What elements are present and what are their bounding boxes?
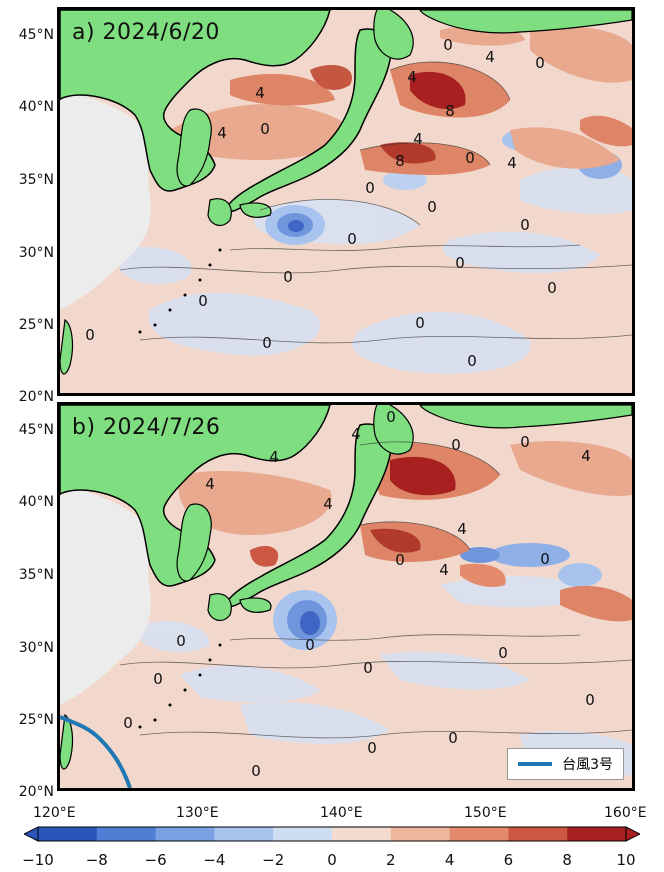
contour-label: 0 xyxy=(540,550,550,568)
contour-label: 0 xyxy=(443,36,453,54)
colorbar-extend-low xyxy=(24,826,39,842)
contour-label: 0 xyxy=(85,326,95,344)
contour-label: 0 xyxy=(465,149,475,167)
colorbar-tick-label: −10 xyxy=(22,851,54,869)
contour-label: 0 xyxy=(520,433,530,451)
contour-label: 0 xyxy=(365,179,375,197)
colorbar-segment xyxy=(449,827,509,841)
map-a-field: 4 4 4 4 4 4 8 8 0 0 0 0 0 0 0 0 0 0 0 0 … xyxy=(60,10,632,393)
legend-line-swatch xyxy=(518,762,553,766)
map-panel-b: 4 4 4 4 4 4 4 0 0 0 0 0 0 0 0 0 0 0 0 0 … xyxy=(57,402,635,791)
map-b-field: 4 4 4 4 4 4 4 0 0 0 0 0 0 0 0 0 0 0 0 0 … xyxy=(60,405,632,788)
ytick-b-40: 40°N xyxy=(18,494,54,510)
typhoon-legend: 台風3号 xyxy=(507,748,624,780)
colorbar-tick-label: 6 xyxy=(503,851,514,869)
colorbar-segment xyxy=(155,827,215,841)
contour-label: 0 xyxy=(347,230,357,248)
panel-b-title: b) 2024/7/26 xyxy=(72,415,221,440)
contour-label: 0 xyxy=(448,729,458,747)
xtick-160: 160°E xyxy=(604,805,647,821)
contour-label: 8 xyxy=(395,152,405,170)
map-panel-a: 4 4 4 4 4 4 8 8 0 0 0 0 0 0 0 0 0 0 0 0 … xyxy=(57,7,635,396)
colorbar-segment xyxy=(38,827,98,841)
contour-label: 0 xyxy=(260,120,270,138)
contour-label: 0 xyxy=(395,551,405,569)
contour-label: 0 xyxy=(386,408,396,426)
colorbar-tick-label: 0 xyxy=(327,851,337,869)
panel-a-title: a) 2024/6/20 xyxy=(72,20,220,45)
contour-label: 0 xyxy=(262,334,272,352)
ytick-b-35: 35°N xyxy=(18,567,54,583)
ytick-a-20: 20°N xyxy=(18,389,54,405)
contour-label: 4 xyxy=(581,447,591,465)
contour-label: 0 xyxy=(305,636,315,654)
contour-label: 0 xyxy=(251,762,261,780)
ytick-b-30: 30°N xyxy=(18,640,54,656)
ytick-b-20: 20°N xyxy=(18,784,54,800)
colorbar-tick-label: −2 xyxy=(262,851,285,869)
contour-label: 0 xyxy=(467,352,477,370)
colorbar-tick-label: 4 xyxy=(444,851,455,869)
contour-label: 0 xyxy=(153,670,163,688)
xtick-140: 140°E xyxy=(320,805,363,821)
colorbar-segment xyxy=(96,827,157,841)
contour-label: 0 xyxy=(520,216,530,234)
contour-label: 4 xyxy=(255,84,265,102)
contour-label: 0 xyxy=(198,292,208,310)
contour-label: 4 xyxy=(323,495,333,513)
contour-label: 0 xyxy=(535,54,545,72)
contour-label: 4 xyxy=(439,561,449,579)
contour-label: 4 xyxy=(413,130,423,148)
contour-label: 0 xyxy=(547,279,557,297)
contour-label: 4 xyxy=(485,48,495,66)
colorbar-tick-label: −6 xyxy=(144,851,167,869)
colorbar-tick-label: −8 xyxy=(85,851,108,869)
ytick-a-40: 40°N xyxy=(18,99,54,115)
ytick-a-30: 30°N xyxy=(18,245,54,261)
colorbar xyxy=(24,826,640,842)
colorbar-segment xyxy=(567,827,627,841)
ytick-a-35: 35°N xyxy=(18,172,54,188)
contour-label: 0 xyxy=(585,691,595,709)
contour-label: 4 xyxy=(205,475,215,493)
colorbar-segment xyxy=(332,827,392,841)
colorbar-tick-label: 2 xyxy=(386,851,396,869)
colorbar-tick-label: −4 xyxy=(203,851,226,869)
contour-label: 4 xyxy=(351,425,361,443)
ytick-b-25: 25°N xyxy=(18,712,54,728)
contour-label: 8 xyxy=(445,102,455,120)
contour-label: 0 xyxy=(363,659,373,677)
contour-label: 0 xyxy=(283,268,293,286)
contour-label: 0 xyxy=(455,254,465,272)
contour-label: 0 xyxy=(123,714,133,732)
colorbar-segment xyxy=(390,827,451,841)
contour-label: 4 xyxy=(217,124,227,142)
contour-label: 0 xyxy=(451,436,461,454)
colorbar-extend-high xyxy=(625,826,640,842)
xtick-130: 130°E xyxy=(176,805,219,821)
ytick-a-45: 45°N xyxy=(18,27,54,43)
colorbar-segment xyxy=(273,827,333,841)
colorbar-segment xyxy=(214,827,274,841)
typhoon-track xyxy=(60,715,132,788)
ytick-b-45: 45°N xyxy=(18,422,54,438)
xtick-120: 120°E xyxy=(33,805,76,821)
colorbar-segment xyxy=(508,827,568,841)
contour-label: 4 xyxy=(507,154,517,172)
ytick-a-25: 25°N xyxy=(18,317,54,333)
colorbar-tick-label: 8 xyxy=(562,851,572,869)
contour-label: 0 xyxy=(367,739,377,757)
colorbar-tick-label: 10 xyxy=(616,851,636,869)
xtick-150: 150°E xyxy=(464,805,507,821)
legend-label: 台風3号 xyxy=(562,757,613,773)
contour-label: 4 xyxy=(407,68,417,86)
contour-label: 0 xyxy=(176,632,186,650)
contour-label: 4 xyxy=(269,448,279,466)
contour-label: 0 xyxy=(427,198,437,216)
contour-label: 0 xyxy=(498,644,508,662)
contour-label: 4 xyxy=(457,520,467,538)
contour-label: 0 xyxy=(415,314,425,332)
